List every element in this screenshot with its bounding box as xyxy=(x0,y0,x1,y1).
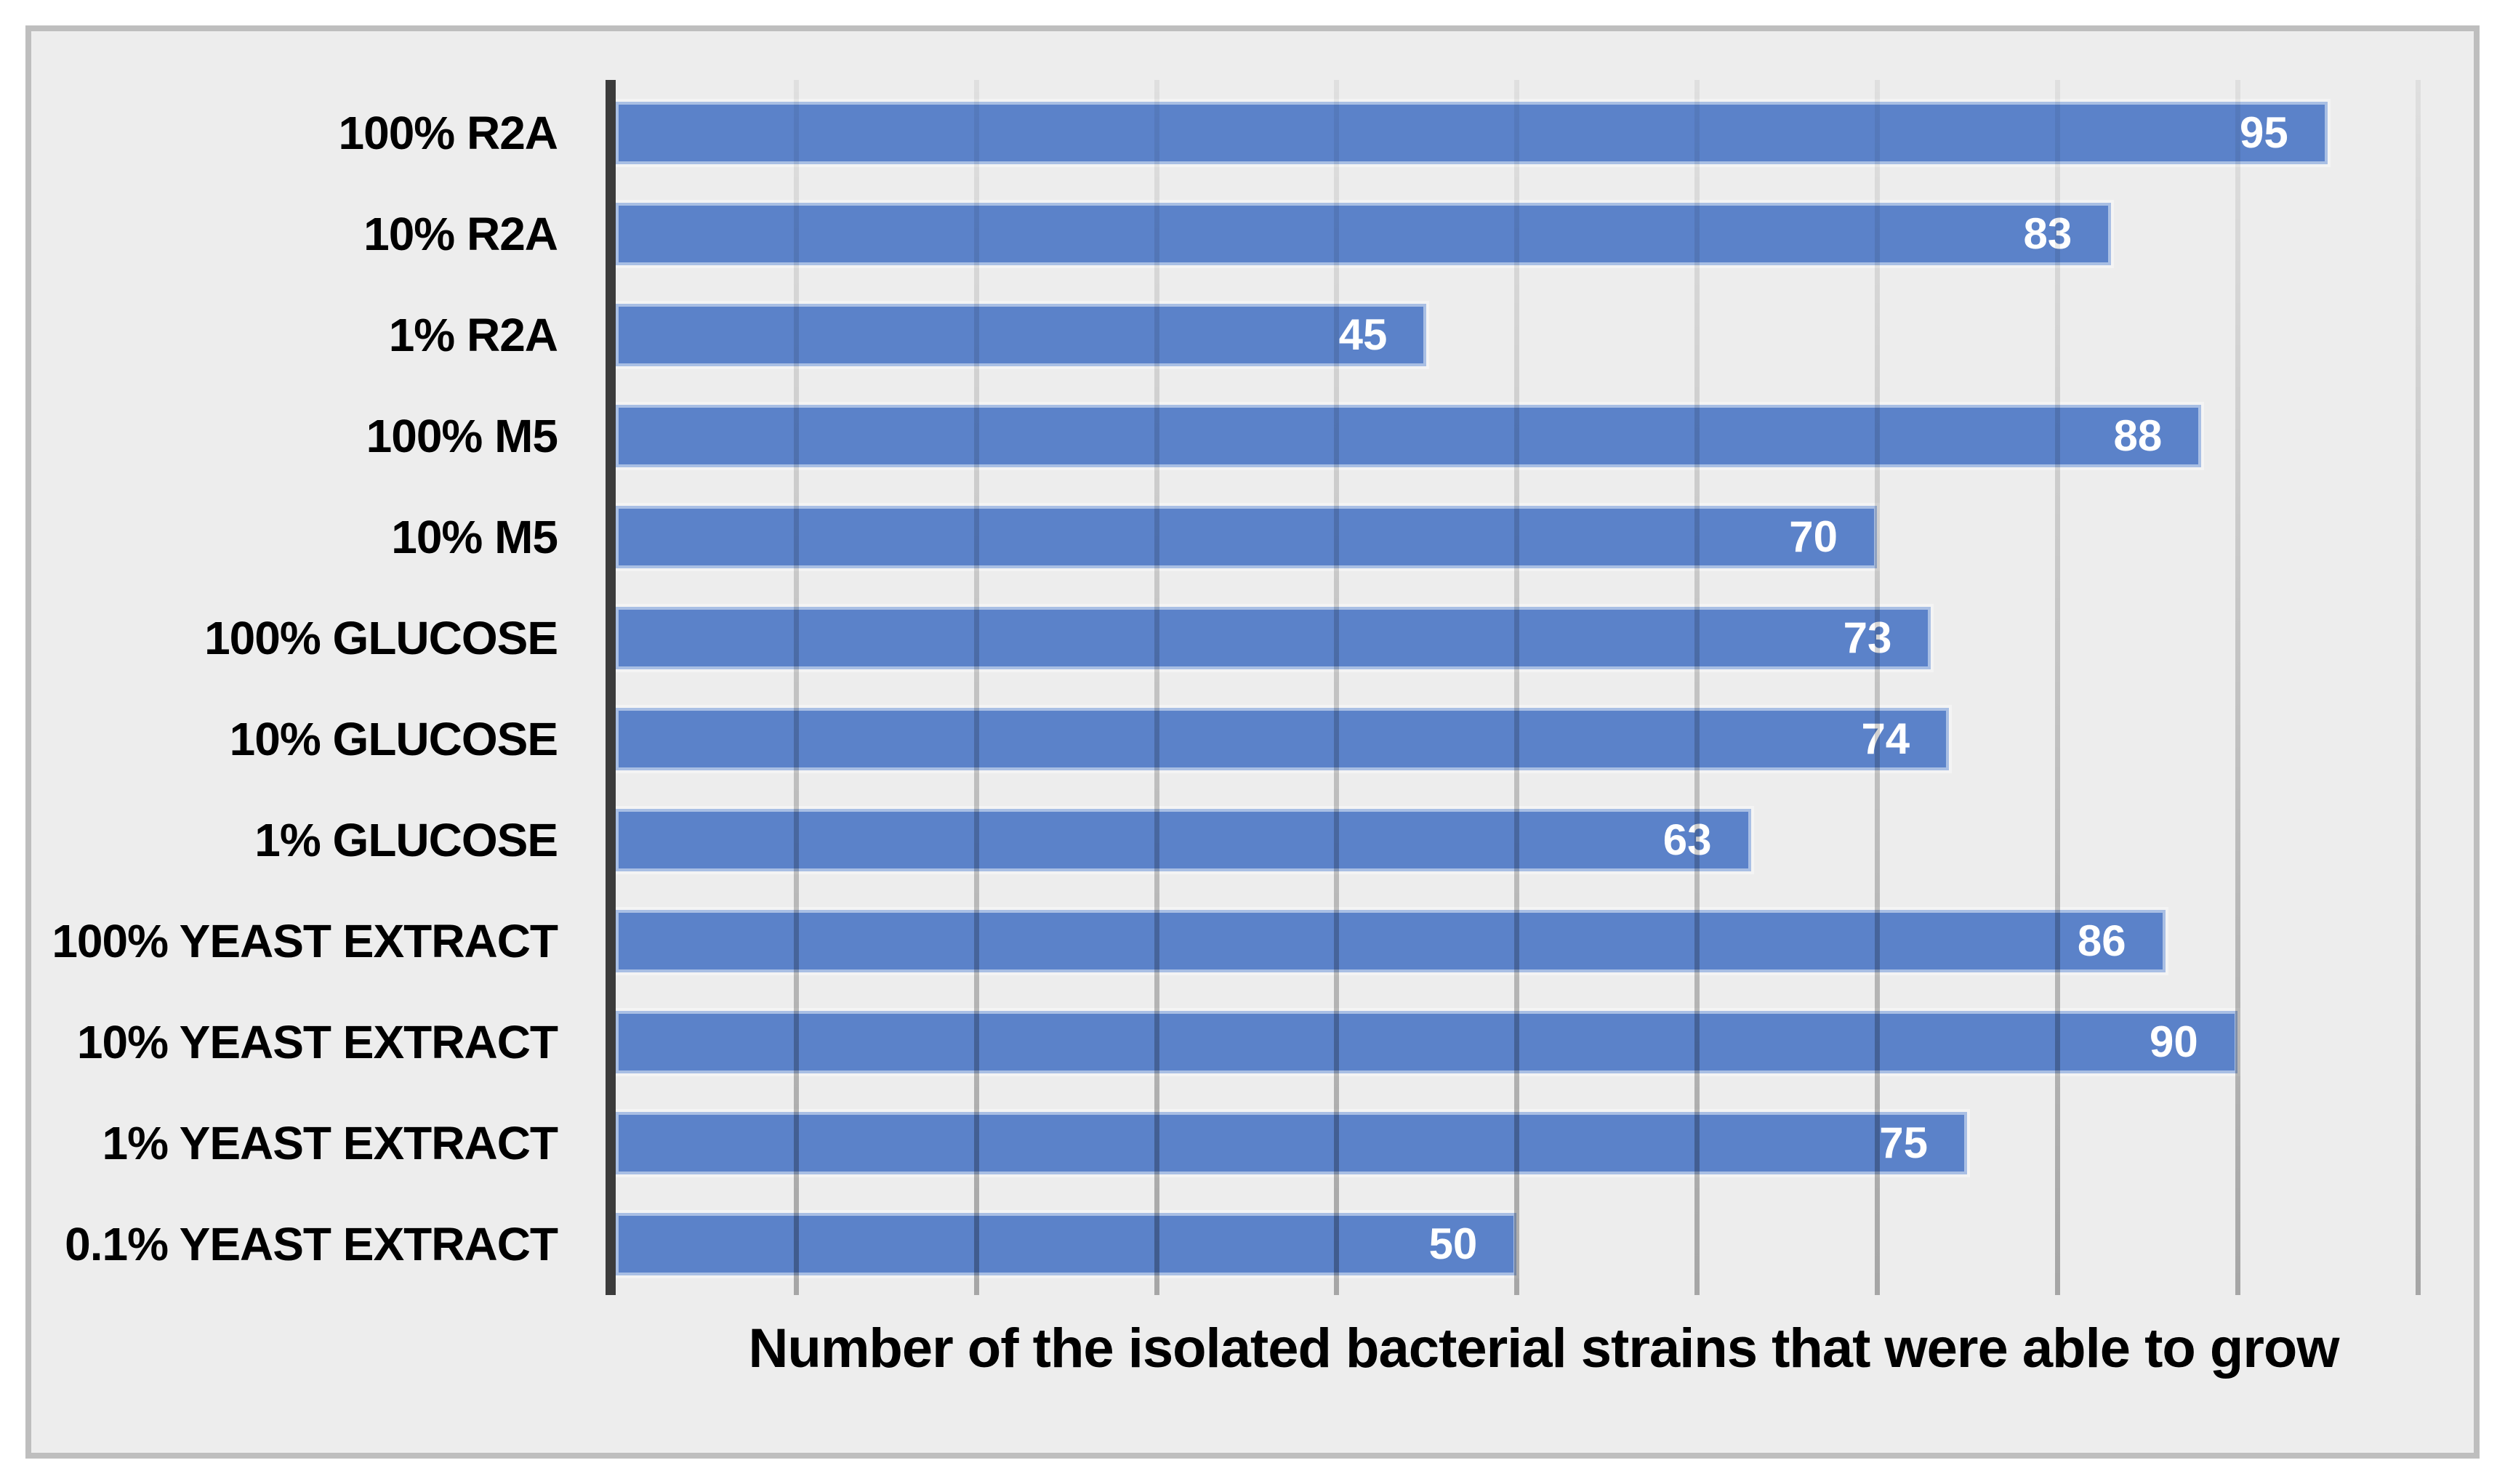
bar-value-label: 70 xyxy=(1789,512,1838,561)
category-label: 1% GLUCOSE xyxy=(254,814,558,866)
category-label: 100% M5 xyxy=(366,410,558,462)
gridline-60 xyxy=(1694,80,1700,1295)
bar: 73 xyxy=(616,607,1931,669)
gridline-10 xyxy=(793,80,799,1295)
bar-value-label: 90 xyxy=(2150,1017,2198,1066)
y-axis-line xyxy=(606,80,616,1295)
bar: 45 xyxy=(616,304,1427,366)
category-label: 10% R2A xyxy=(363,208,558,260)
category-label: 1% R2A xyxy=(388,309,558,361)
bar: 75 xyxy=(616,1112,1967,1174)
chart-frame: 100% R2A 10% R2A 1% R2A 100% M5 10% M5 100% G… xyxy=(25,25,2480,1459)
bar-value-label: 83 xyxy=(2023,209,2072,258)
bar-value-label: 63 xyxy=(1662,815,1712,864)
bar: 95 xyxy=(616,102,2328,164)
plot-area: 95 83 45 88 70 73 74 63 86 90 75 50 xyxy=(616,80,2472,1295)
bar-value-label: 73 xyxy=(1843,613,1892,662)
bar: 50 xyxy=(616,1213,1517,1275)
gridline-40 xyxy=(1334,80,1340,1295)
x-axis-title: Number of the isolated bacterial strains… xyxy=(748,1318,2340,1379)
bar-value-label: 45 xyxy=(1338,310,1388,359)
gridline-80 xyxy=(2054,80,2060,1295)
gridline-100 xyxy=(2415,80,2421,1295)
gridline-20 xyxy=(973,80,979,1295)
bar: 63 xyxy=(616,809,1751,871)
category-label: 10% GLUCOSE xyxy=(229,713,558,765)
bar: 86 xyxy=(616,910,2166,972)
category-axis-labels: 100% R2A 10% R2A 1% R2A 100% M5 10% M5 100% G… xyxy=(46,31,558,1453)
gridline-90 xyxy=(2235,80,2240,1295)
category-label: 100% R2A xyxy=(338,107,559,159)
category-label: 1% YEAST EXTRACT xyxy=(102,1117,559,1169)
bar-value-label: 50 xyxy=(1428,1219,1478,1268)
bar-value-label: 86 xyxy=(2077,916,2126,965)
gridline-50 xyxy=(1514,80,1520,1295)
gridline-30 xyxy=(1154,80,1159,1295)
category-label: 10% YEAST EXTRACT xyxy=(76,1016,558,1068)
bar-value-label: 88 xyxy=(2113,411,2163,460)
bar: 88 xyxy=(616,405,2202,467)
bar: 70 xyxy=(616,506,1878,568)
category-label: 0.1% YEAST EXTRACT xyxy=(65,1218,558,1270)
bar-value-label: 95 xyxy=(2239,108,2288,157)
gridline-70 xyxy=(1875,80,1881,1295)
category-label: 10% M5 xyxy=(391,511,558,563)
category-label: 100% YEAST EXTRACT xyxy=(52,915,558,967)
bar: 90 xyxy=(616,1011,2237,1073)
bar: 83 xyxy=(616,203,2112,265)
bar-value-label: 74 xyxy=(1861,714,1910,763)
bar-value-label: 75 xyxy=(1879,1118,1928,1167)
bar: 74 xyxy=(616,708,1950,770)
category-label: 100% GLUCOSE xyxy=(204,612,558,664)
